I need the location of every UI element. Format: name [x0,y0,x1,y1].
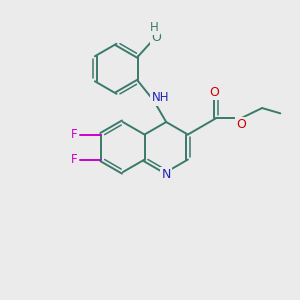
Text: O: O [151,31,161,44]
Text: F: F [71,153,78,166]
Text: H: H [150,21,159,34]
Text: O: O [209,86,219,99]
Text: NH: NH [152,92,169,104]
Text: F: F [71,128,78,141]
Text: N: N [161,168,171,181]
Text: O: O [236,118,246,131]
